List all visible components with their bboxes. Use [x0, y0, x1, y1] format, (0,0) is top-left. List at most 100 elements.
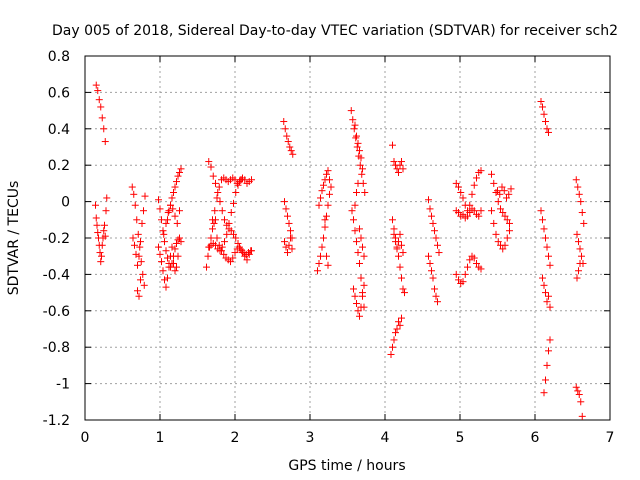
- data-point: [216, 198, 224, 206]
- data-point: [130, 190, 138, 198]
- data-point: [164, 274, 171, 282]
- data-point: [498, 183, 506, 191]
- data-point: [207, 234, 215, 242]
- data-point: [543, 243, 551, 251]
- data-point: [218, 243, 226, 251]
- data-point: [470, 181, 478, 189]
- data-point: [177, 165, 185, 173]
- data-point: [490, 219, 498, 227]
- data-point: [356, 161, 364, 169]
- data-point: [399, 249, 407, 257]
- data-point: [327, 183, 335, 191]
- data-point: [354, 307, 362, 315]
- data-point: [396, 263, 404, 271]
- data-point: [573, 274, 581, 282]
- data-point: [398, 274, 405, 282]
- data-point: [165, 207, 173, 215]
- data-point: [170, 189, 177, 196]
- y-axis-label: SDTVAR / TECUs: [6, 181, 22, 296]
- data-point: [468, 190, 476, 198]
- data-point: [396, 161, 404, 169]
- data-point: [284, 138, 292, 146]
- data-point: [221, 216, 228, 224]
- data-point: [356, 147, 363, 155]
- data-point: [284, 212, 291, 220]
- data-point: [207, 163, 215, 171]
- data-point: [426, 259, 434, 267]
- data-point: [435, 249, 443, 257]
- x-axis-label: GPS time / hours: [288, 458, 405, 474]
- data-point: [356, 259, 363, 267]
- data-point: [101, 232, 109, 240]
- data-point: [503, 194, 510, 202]
- data-point: [158, 258, 165, 266]
- data-point: [350, 216, 357, 224]
- y-tick-labels: -1.2 -1 -0.8 -0.6 -0.4 -0.2 0 0.2 0.4 0.6 0.8: [43, 49, 70, 429]
- data-point: [100, 227, 108, 235]
- data-point: [171, 183, 179, 191]
- data-point: [357, 154, 365, 162]
- data-point: [540, 281, 548, 289]
- data-point: [537, 207, 545, 215]
- data-point: [426, 205, 434, 213]
- data-point: [134, 261, 141, 269]
- data-point: [213, 194, 221, 202]
- data-point: [158, 216, 165, 224]
- data-point: [137, 238, 144, 246]
- data-point: [393, 245, 401, 253]
- data-point: [137, 276, 144, 284]
- data-points: [92, 81, 588, 420]
- data-point: [459, 210, 467, 218]
- data-point: [238, 176, 246, 184]
- data-point: [241, 252, 249, 260]
- data-point: [360, 252, 368, 260]
- data-point: [283, 132, 291, 140]
- data-point: [161, 276, 168, 284]
- data-point: [576, 245, 584, 253]
- data-point: [205, 158, 213, 166]
- data-point: [390, 230, 398, 238]
- data-point: [545, 252, 552, 260]
- data-point: [545, 292, 552, 300]
- data-point: [428, 212, 435, 220]
- data-point: [432, 234, 440, 242]
- data-point: [537, 98, 545, 105]
- data-point: [134, 287, 141, 295]
- data-point: [501, 212, 509, 220]
- data-point: [92, 214, 100, 222]
- data-point: [167, 201, 174, 209]
- data-point: [280, 118, 288, 126]
- data-point: [323, 252, 330, 260]
- data-point: [168, 243, 176, 251]
- data-point: [321, 223, 329, 231]
- data-point: [357, 234, 365, 242]
- data-point: [499, 209, 507, 217]
- data-point: [168, 194, 176, 202]
- data-point: [218, 207, 226, 215]
- data-point: [326, 190, 333, 198]
- data-point: [398, 158, 405, 166]
- data-point: [165, 263, 173, 271]
- data-point: [285, 219, 293, 227]
- data-point: [387, 350, 395, 358]
- data-point: [350, 285, 357, 293]
- data-point: [395, 168, 402, 176]
- data-point: [577, 198, 585, 206]
- data-point: [353, 132, 360, 140]
- data-point: [211, 207, 219, 215]
- data-point: [97, 258, 105, 266]
- x-tick-label: 6: [531, 430, 540, 446]
- data-point: [92, 201, 99, 209]
- data-point: [357, 274, 365, 282]
- y-tick-label: 0: [61, 195, 70, 211]
- y-tick-label: 0.6: [48, 85, 70, 101]
- data-point: [155, 196, 162, 204]
- data-point: [218, 247, 225, 255]
- data-point: [360, 281, 368, 289]
- chart-title: Day 005 of 2018, Sidereal Day-to-day VTE…: [52, 23, 618, 39]
- data-point: [215, 241, 223, 249]
- data-point: [95, 96, 103, 104]
- data-point: [323, 170, 330, 178]
- data-point: [248, 176, 255, 184]
- data-point: [227, 209, 235, 217]
